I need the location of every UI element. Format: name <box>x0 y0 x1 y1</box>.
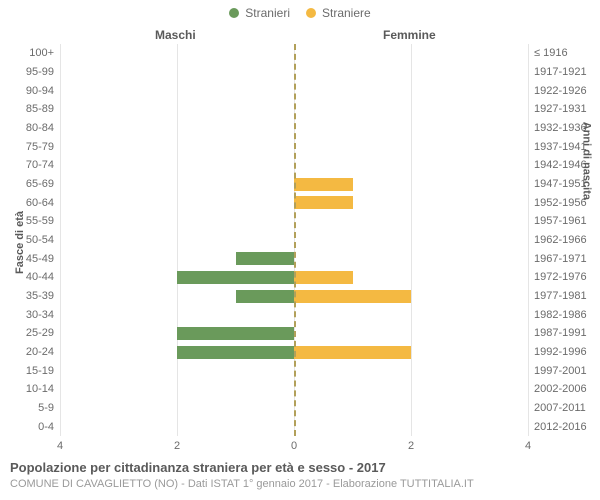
y-tick-age: 25-29 <box>0 325 54 341</box>
bar-male <box>177 346 294 359</box>
legend-swatch <box>229 8 239 18</box>
x-tick: 4 <box>57 440 63 452</box>
y-tick-birth: 1947-1951 <box>534 176 587 192</box>
y-tick-age: 0-4 <box>0 419 54 435</box>
y-tick-age: 50-54 <box>0 232 54 248</box>
bar-female <box>294 346 411 359</box>
plot-area <box>60 44 528 436</box>
y-tick-birth: 1982-1986 <box>534 307 587 323</box>
x-tick: 4 <box>525 440 531 452</box>
y-tick-age: 55-59 <box>0 213 54 229</box>
y-tick-birth: 1957-1961 <box>534 213 587 229</box>
bar-female <box>294 290 411 303</box>
chart-root: Stranieri Straniere Maschi Femmine 100+ ≤ 191… <box>0 0 600 500</box>
legend-label: Straniere <box>322 6 371 20</box>
y-tick-age: 20-24 <box>0 344 54 360</box>
y-tick-age: 65-69 <box>0 176 54 192</box>
y-tick-birth: 1997-2001 <box>534 363 587 379</box>
bar-female <box>294 271 353 284</box>
bar-female <box>294 196 353 209</box>
legend: Stranieri Straniere <box>0 6 600 21</box>
y-tick-age: 85-89 <box>0 101 54 117</box>
y-tick-age: 35-39 <box>0 288 54 304</box>
y-tick-birth: 2012-2016 <box>534 419 587 435</box>
legend-item: Stranieri <box>229 6 290 20</box>
y-tick-birth: 1942-1946 <box>534 157 587 173</box>
grid-line <box>528 44 529 436</box>
legend-item: Straniere <box>306 6 371 20</box>
y-tick-age: 95-99 <box>0 64 54 80</box>
x-tick: 0 <box>291 440 297 452</box>
y-tick-birth: 1932-1936 <box>534 120 587 136</box>
y-tick-age: 5-9 <box>0 400 54 416</box>
bar-male <box>236 252 295 265</box>
y-axis-title-right: Anni di nascita <box>580 122 592 200</box>
y-tick-birth: 1967-1971 <box>534 251 587 267</box>
y-tick-birth: 1937-1941 <box>534 139 587 155</box>
zero-line <box>294 44 296 436</box>
y-tick-birth: 1962-1966 <box>534 232 587 248</box>
caption-title: Popolazione per cittadinanza straniera p… <box>10 460 386 475</box>
y-tick-age: 70-74 <box>0 157 54 173</box>
y-tick-birth: 1927-1931 <box>534 101 587 117</box>
y-tick-age: 80-84 <box>0 120 54 136</box>
bar-male <box>177 327 294 340</box>
y-tick-birth: 1987-1991 <box>534 325 587 341</box>
y-tick-birth: 1952-1956 <box>534 195 587 211</box>
y-tick-age: 15-19 <box>0 363 54 379</box>
y-tick-age: 40-44 <box>0 269 54 285</box>
y-tick-birth: 1992-1996 <box>534 344 587 360</box>
header-right: Femmine <box>383 28 436 42</box>
header-left: Maschi <box>155 28 196 42</box>
y-tick-birth: 2002-2006 <box>534 381 587 397</box>
y-tick-age: 75-79 <box>0 139 54 155</box>
y-tick-age: 10-14 <box>0 381 54 397</box>
x-tick: 2 <box>408 440 414 452</box>
y-tick-birth: 1917-1921 <box>534 64 587 80</box>
caption-subtitle: COMUNE DI CAVAGLIETTO (NO) - Dati ISTAT … <box>10 478 474 490</box>
y-tick-age: 90-94 <box>0 83 54 99</box>
y-tick-birth: 1922-1926 <box>534 83 587 99</box>
y-tick-birth: ≤ 1916 <box>534 45 568 61</box>
bar-male <box>177 271 294 284</box>
x-tick: 2 <box>174 440 180 452</box>
y-tick-age: 45-49 <box>0 251 54 267</box>
y-tick-birth: 1977-1981 <box>534 288 587 304</box>
y-axis-title-left: Fasce di età <box>14 211 26 274</box>
y-tick-birth: 1972-1976 <box>534 269 587 285</box>
legend-swatch <box>306 8 316 18</box>
bar-male <box>236 290 295 303</box>
y-tick-age: 60-64 <box>0 195 54 211</box>
y-tick-age: 30-34 <box>0 307 54 323</box>
y-tick-birth: 2007-2011 <box>534 400 586 416</box>
y-tick-age: 100+ <box>0 45 54 61</box>
bar-female <box>294 178 353 191</box>
legend-label: Stranieri <box>245 6 290 20</box>
